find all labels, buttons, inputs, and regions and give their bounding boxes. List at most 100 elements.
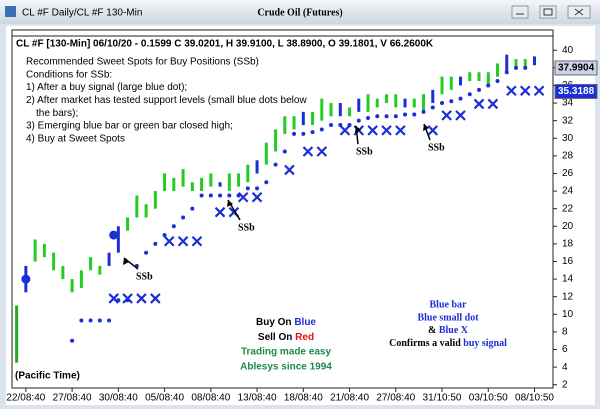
y-tick-label: 6	[562, 344, 568, 355]
price-bar	[292, 116, 296, 130]
price-bar	[98, 265, 102, 275]
tagline: Trading made easy	[241, 347, 331, 358]
price-bar	[116, 226, 120, 253]
sweet-spot-x	[163, 235, 175, 247]
price-bar	[190, 182, 194, 192]
price-bar	[468, 72, 472, 82]
price-bar	[514, 59, 518, 68]
support-dot	[421, 109, 426, 114]
note-line: 4) Buy at Sweet Spots	[26, 133, 125, 144]
price-tag	[554, 83, 598, 99]
price-bar	[348, 107, 352, 117]
support-dot	[523, 65, 528, 70]
legend-text: Blue small dot	[417, 312, 479, 323]
window-title: CL #F Daily/CL #F 130-Min	[22, 8, 142, 19]
minimize-button[interactable]	[511, 5, 529, 19]
note-line: 2) After market has tested support level…	[26, 95, 307, 106]
buy-text: Buy On Blue	[256, 317, 316, 328]
annotation: SSb	[136, 271, 153, 282]
price-bar	[320, 98, 324, 121]
x-tick-label: 13/08:40	[238, 393, 277, 404]
app-icon	[5, 6, 16, 17]
header: CL #F [130-Min] 06/10/20 - 0.1599 C 39.0…	[16, 39, 434, 50]
support-dot	[467, 92, 472, 97]
sweet-spot-x	[108, 293, 120, 304]
sweet-spot-x	[191, 235, 203, 247]
chart-title: Crude Oil (Futures)	[257, 7, 342, 18]
legend-text: Blue bar	[430, 299, 468, 310]
support-dot	[310, 130, 315, 135]
x-tick-label: 30/08:40	[99, 393, 138, 404]
support-dot	[412, 112, 417, 117]
support-dot	[153, 241, 158, 246]
price-bar	[496, 63, 500, 77]
maximize-button[interactable]	[539, 5, 557, 19]
support-dot	[449, 99, 454, 104]
support-dot	[199, 193, 204, 198]
price-bar	[153, 191, 157, 209]
support-dot	[227, 193, 232, 198]
price-bar	[126, 217, 130, 231]
x-tick-label: 18/08:40	[284, 393, 323, 404]
support-dot	[458, 96, 463, 101]
annotation-arrowhead	[227, 200, 233, 207]
sweet-spot-x	[506, 85, 517, 97]
annotation: SSb	[428, 142, 445, 153]
support-dot	[477, 87, 482, 92]
support-dot	[181, 215, 186, 220]
price-bar	[338, 103, 342, 117]
note-line: 1) After a buy signal (large blue dot);	[26, 82, 187, 93]
sweet-spot-x	[519, 85, 531, 97]
y-tick-label: 4	[562, 362, 568, 373]
support-dot	[107, 318, 112, 323]
support-dot	[144, 250, 149, 255]
price-bar	[255, 160, 259, 174]
price-bar	[449, 76, 453, 90]
annotation: SSb	[238, 222, 255, 233]
price-bar	[357, 98, 361, 112]
sell-text: Sell On Red	[258, 332, 314, 343]
text-part: &	[428, 325, 436, 336]
sweet-spot-x	[367, 125, 378, 136]
legend-text: & Blue X	[428, 325, 469, 336]
support-dot	[403, 112, 408, 117]
x-tick-label: 03/10:50	[469, 393, 508, 404]
y-tick-label: 28	[562, 151, 574, 162]
price-bar	[79, 270, 83, 288]
support-dot	[70, 338, 75, 343]
support-dot	[514, 65, 519, 70]
x-tick-label: 08/10:50	[515, 393, 554, 404]
price-bar	[246, 164, 250, 183]
y-tick-label: 40	[562, 45, 574, 56]
price-bar	[61, 265, 65, 280]
price-bar	[431, 89, 435, 104]
price-bar	[440, 76, 444, 95]
price-bar	[385, 94, 389, 104]
support-dot	[208, 193, 213, 198]
price-bar	[33, 239, 37, 262]
price-bar	[218, 182, 222, 187]
support-dot	[393, 114, 398, 119]
support-dot	[282, 149, 287, 154]
price-bar	[227, 173, 231, 192]
y-tick-label: 8	[562, 327, 568, 338]
sweet-spot-x	[150, 293, 161, 304]
support-dot	[319, 127, 324, 132]
price-bar	[107, 252, 111, 266]
support-dot	[88, 318, 93, 323]
price-bar	[422, 94, 426, 112]
text-part: Blue X	[439, 325, 469, 336]
x-tick-label: 27/08:40	[53, 393, 92, 404]
support-dot	[245, 186, 250, 191]
sweet-spot-x	[427, 125, 439, 136]
price-bar	[283, 116, 287, 134]
sweet-spot-x	[214, 206, 226, 218]
time-zone: (Pacific Time)	[15, 371, 80, 382]
support-dot	[264, 180, 269, 185]
support-dot	[375, 114, 380, 119]
price-bar	[209, 173, 213, 187]
note-line: Recommended Sweet Spots for Buy Position…	[26, 57, 259, 68]
price-bar	[375, 98, 379, 108]
support-dot	[495, 79, 500, 84]
